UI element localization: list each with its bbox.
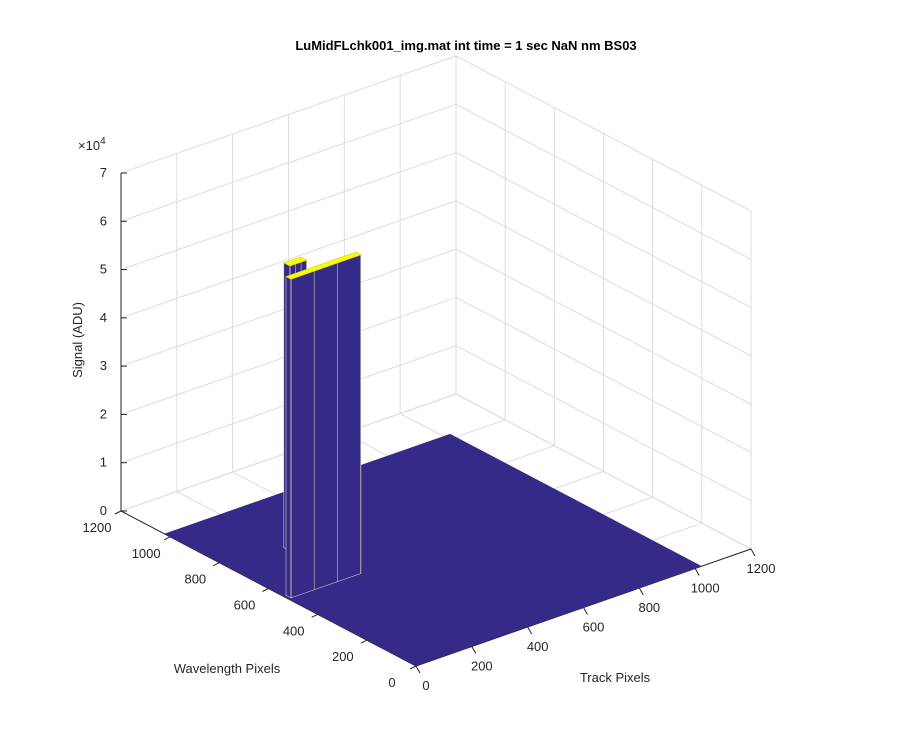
chart-title: LuMidFLchk001_img.mat int time = 1 sec N… <box>295 38 636 53</box>
svg-text:×104: ×104 <box>78 136 106 153</box>
y-tick-label: 1200 <box>83 520 112 535</box>
grid-line-sidewall-z <box>455 55 752 212</box>
grid-line-sidewall-z <box>455 200 752 357</box>
z-tick-label: 4 <box>100 310 107 325</box>
x-tick-mark <box>694 568 700 576</box>
grid-line-backwall-z <box>120 55 457 174</box>
y-tick-label: 600 <box>234 598 256 613</box>
grid-line-sidewall-z <box>455 248 752 405</box>
peak-front-face <box>290 254 362 599</box>
x-tick-label: 1200 <box>747 561 776 576</box>
y-tick-label: 800 <box>184 572 206 587</box>
x-tick-label: 200 <box>471 659 493 674</box>
y-tick-mark <box>311 613 318 618</box>
surface-peak <box>285 251 362 599</box>
z-tick-label: 1 <box>100 455 107 470</box>
y-tick-mark <box>114 510 122 515</box>
grid-line-backwall-z <box>120 103 457 222</box>
surface-baseline <box>164 433 702 666</box>
x-tick-mark <box>527 626 533 635</box>
x-tick-mark <box>415 665 421 674</box>
x-tick-mark <box>638 587 644 596</box>
grid-line-sidewall-z <box>455 152 752 309</box>
x-tick-mark <box>583 607 588 615</box>
z-exponent-base: ×10 <box>78 138 100 153</box>
z-tick-label: 7 <box>100 165 107 180</box>
x-tick-label: 0 <box>422 678 429 693</box>
z-tick-label: 5 <box>100 262 107 277</box>
peak-left-face <box>285 276 292 599</box>
grid-line-sidewall-z <box>455 103 752 260</box>
x-tick-label: 600 <box>583 620 605 635</box>
surface-layer <box>164 251 702 666</box>
grid-line-sidewall-z <box>455 296 752 453</box>
z-exponent-power: 4 <box>100 136 106 147</box>
y-tick-label: 400 <box>283 623 305 638</box>
z-exponent: ×104 <box>78 136 106 153</box>
x-tick-mark <box>750 548 756 557</box>
z-tick-label: 2 <box>100 406 107 421</box>
x-tick-label: 800 <box>638 600 660 615</box>
x-axis-label: Track Pixels <box>580 670 651 685</box>
grid-line-backwall-z <box>120 152 457 271</box>
grid-line-sidewall-z <box>455 345 752 502</box>
grid-line-backwall-z <box>120 200 457 319</box>
y-tick-mark <box>163 536 171 541</box>
z-tick-label: 3 <box>100 358 107 373</box>
y-axis-label: Wavelength Pixels <box>174 661 281 676</box>
x-tick-label: 1000 <box>691 581 720 596</box>
z-tick-label: 0 <box>100 503 107 518</box>
grid-line-sidewall-z <box>455 393 752 550</box>
x-tick-mark <box>471 646 477 654</box>
y-tick-mark <box>213 562 220 567</box>
y-tick-mark <box>409 665 417 670</box>
y-tick-label: 0 <box>388 675 395 690</box>
y-tick-label: 1000 <box>132 546 161 561</box>
y-tick-label: 200 <box>332 649 354 664</box>
x-tick-label: 400 <box>527 639 549 654</box>
y-tick-mark <box>262 588 269 592</box>
z-axis-label: Signal (ADU) <box>70 302 85 378</box>
z-tick-label: 6 <box>100 213 107 228</box>
tick-layer: 0200400600800100012000200400600800100012… <box>83 165 776 693</box>
y-tick-mark <box>360 639 368 644</box>
